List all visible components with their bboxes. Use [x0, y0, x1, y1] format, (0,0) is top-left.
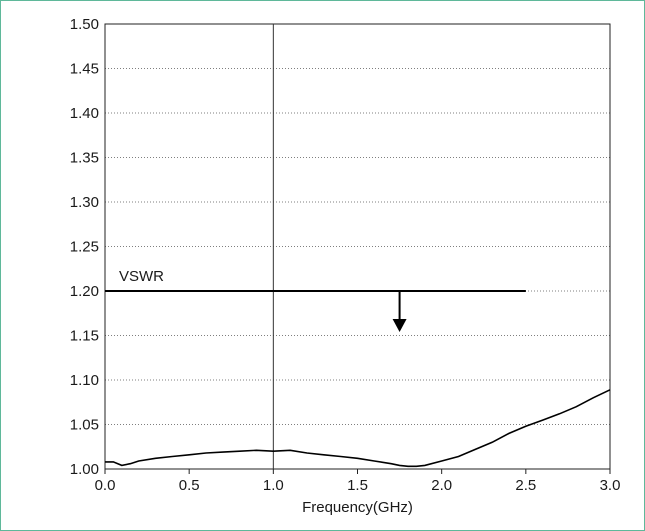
x-tick-label: 0.0: [95, 477, 116, 494]
vswr-limit-label: VSWR: [119, 268, 164, 285]
y-tick-label: 1.30: [70, 194, 99, 211]
plot-border: [104, 23, 611, 470]
y-tick-label: 1.05: [70, 417, 99, 434]
y-tick-label: 1.45: [70, 61, 99, 78]
y-tick-label: 1.15: [70, 328, 99, 345]
y-tick-label: 1.50: [70, 16, 99, 33]
label-layer: 1.00 1.05 1.10 1.15 1.20 1.25 1.30 1.35 1.40 1.45…: [70, 16, 621, 516]
x-tick-label: 2.0: [431, 477, 452, 494]
y-tick-label: 1.20: [70, 283, 99, 300]
x-tick-label: 3.0: [600, 477, 621, 494]
y-tick-label: 1.00: [70, 461, 99, 478]
grid-layer: [105, 68, 610, 425]
vswr-series-line: [105, 389, 611, 468]
y-tick-label: 1.25: [70, 239, 99, 256]
x-tick-label: 1.5: [347, 477, 368, 494]
y-tick-label: 1.35: [70, 150, 99, 167]
limit-layer: [105, 290, 526, 332]
x-tick-label: 2.5: [515, 477, 536, 494]
axis-layer: [104, 23, 611, 474]
limit-arrow-head: [392, 319, 407, 332]
x-tick-label: 0.5: [179, 477, 200, 494]
x-tick-label: 1.0: [263, 477, 284, 494]
y-tick-label: 1.40: [70, 105, 99, 122]
x-axis-title: Frequency(GHz): [302, 499, 413, 516]
y-tick-label: 1.10: [70, 372, 99, 389]
series-layer: [105, 389, 611, 468]
